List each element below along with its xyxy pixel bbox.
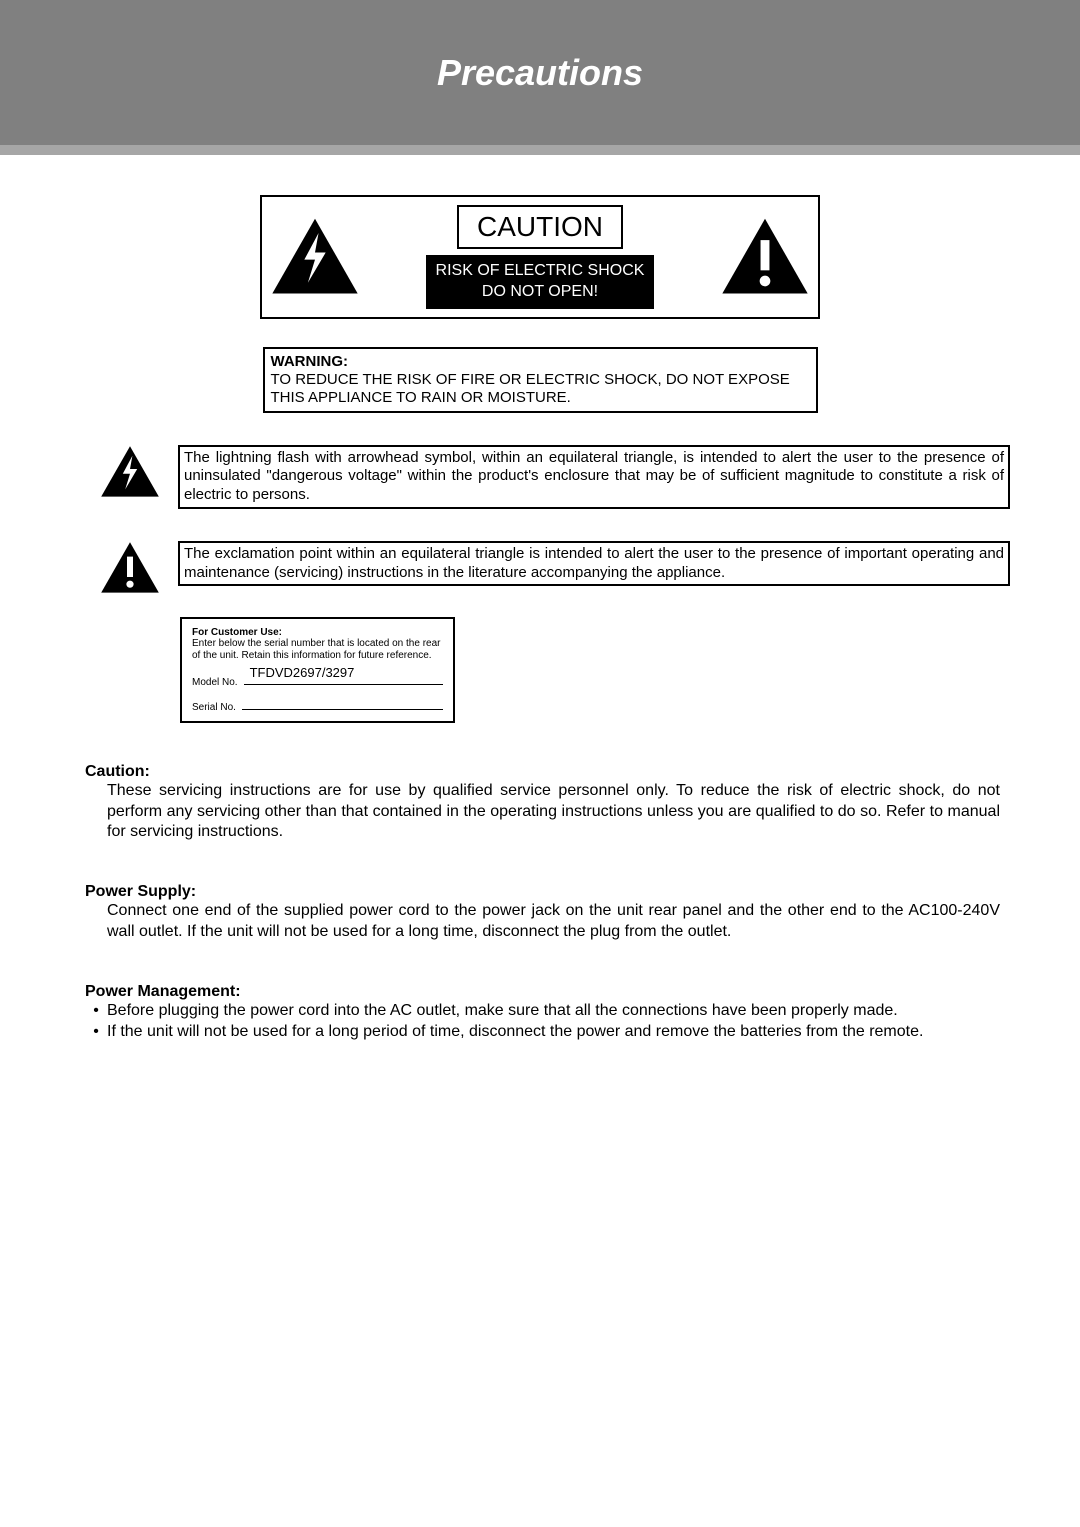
customer-use-box: For Customer Use: Enter below the serial… (180, 617, 455, 723)
serial-number-field: Serial No. (192, 696, 443, 713)
caution-section-title: Caution: (85, 763, 1000, 781)
bullet-icon: • (85, 1022, 107, 1043)
power-supply-body: Connect one end of the supplied power co… (107, 901, 1000, 943)
serial-number-label: Serial No. (192, 702, 236, 713)
caution-box: CAUTION RISK OF ELECTRIC SHOCK DO NOT OP… (260, 195, 820, 319)
lightning-triangle-icon (270, 217, 360, 297)
lightning-symbol-row: The lightning flash with arrowhead symbo… (100, 445, 1010, 509)
power-supply-section: Power Supply: Connect one end of the sup… (85, 883, 1000, 943)
warning-title: WARNING: (271, 353, 349, 370)
power-management-list: • Before plugging the power cord into th… (85, 1001, 1000, 1043)
power-supply-title: Power Supply: (85, 883, 1000, 901)
caution-section-body: These servicing instructions are for use… (107, 781, 1000, 843)
exclamation-triangle-icon (720, 217, 810, 297)
caution-blackbar-line2: DO NOT OPEN! (482, 283, 598, 300)
model-number-label: Model No. (192, 677, 238, 688)
warning-box: WARNING: TO REDUCE THE RISK OF FIRE OR E… (263, 347, 818, 413)
lightning-icon (100, 445, 160, 499)
exclamation-symbol-text: The exclamation point within an equilate… (178, 541, 1010, 587)
model-number-field: Model No. TFDVD2697/3297 (192, 671, 443, 688)
model-number-value: TFDVD2697/3297 (250, 665, 355, 680)
bullet-text: Before plugging the power cord into the … (107, 1001, 898, 1022)
customer-use-text: Enter below the serial number that is lo… (192, 638, 443, 663)
list-item: • If the unit will not be used for a lon… (85, 1022, 1000, 1043)
bullet-text: If the unit will not be used for a long … (107, 1022, 923, 1043)
exclamation-symbol-row: The exclamation point within an equilate… (100, 541, 1010, 595)
exclamation-icon (100, 541, 160, 595)
model-number-line: TFDVD2697/3297 (244, 671, 443, 685)
lightning-symbol-text: The lightning flash with arrowhead symbo… (178, 445, 1010, 509)
serial-number-line (242, 696, 443, 710)
power-management-title: Power Management: (85, 983, 1000, 1001)
list-item: • Before plugging the power cord into th… (85, 1001, 1000, 1022)
header-band: Precautions (0, 0, 1080, 155)
caution-blackbar: RISK OF ELECTRIC SHOCK DO NOT OPEN! (426, 255, 655, 309)
bullet-icon: • (85, 1001, 107, 1022)
caution-center: CAUTION RISK OF ELECTRIC SHOCK DO NOT OP… (360, 205, 720, 309)
customer-use-title: For Customer Use: (192, 627, 443, 638)
warning-text: TO REDUCE THE RISK OF FIRE OR ELECTRIC S… (271, 371, 790, 406)
caution-title: CAUTION (457, 205, 623, 249)
page-title: Precautions (437, 52, 643, 94)
caution-section: Caution: These servicing instructions ar… (85, 763, 1000, 843)
caution-blackbar-line1: RISK OF ELECTRIC SHOCK (436, 262, 645, 279)
power-management-section: Power Management: • Before plugging the … (85, 983, 1000, 1043)
